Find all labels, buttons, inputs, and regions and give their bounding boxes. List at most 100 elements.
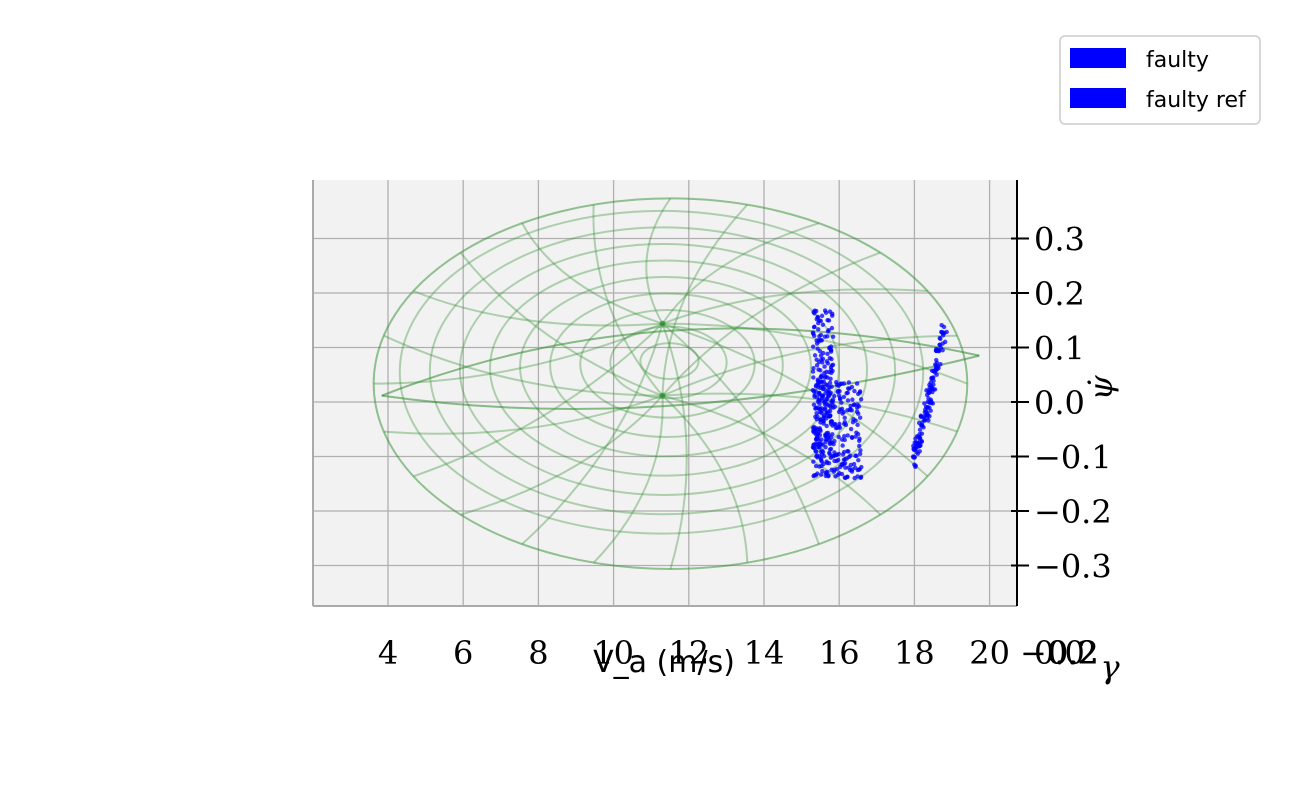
data-point [841, 394, 847, 400]
data-point [841, 381, 847, 386]
data-point [825, 351, 830, 357]
data-point [825, 361, 831, 366]
data-point [841, 409, 846, 415]
data-point [827, 450, 832, 456]
z-tick-label: −0.3 [1034, 548, 1112, 586]
data-point [855, 422, 860, 428]
data-point [814, 453, 820, 458]
data-point [829, 325, 835, 331]
data-point [820, 322, 826, 327]
data-point [839, 471, 845, 477]
data-point [917, 427, 923, 432]
data-point [811, 402, 817, 407]
x-tick-label: 16 [819, 634, 860, 672]
data-point [852, 388, 857, 394]
data-point [834, 466, 840, 472]
data-point [820, 360, 825, 365]
data-point [858, 451, 863, 457]
data-point [815, 378, 821, 384]
data-point [934, 357, 939, 363]
data-point [839, 437, 845, 442]
envelope-ring [428, 226, 897, 516]
envelope-meridian [662, 392, 958, 433]
data-point [937, 342, 942, 347]
envelope-ring [398, 209, 925, 535]
z-tick-label: −0.1 [1034, 439, 1112, 477]
data-point [811, 375, 816, 380]
data-point [850, 419, 856, 425]
grid-lines [313, 180, 1017, 606]
data-point [922, 401, 927, 406]
data-point [817, 349, 823, 354]
z-tick-label: 0.0 [1034, 384, 1085, 422]
data-point [917, 449, 922, 454]
data-point [846, 449, 851, 454]
data-point [842, 419, 848, 425]
z-tick-label: 0.1 [1034, 330, 1085, 368]
data-point [816, 359, 822, 365]
data-point [824, 369, 829, 375]
data-point [930, 401, 936, 406]
data-point [813, 436, 819, 442]
data-point [827, 447, 833, 452]
data-point [857, 436, 862, 441]
data-point [813, 473, 819, 478]
envelope-meridian [661, 203, 749, 396]
data-point [819, 452, 825, 457]
data-point [812, 445, 817, 451]
data-point [913, 436, 918, 441]
data-point [824, 460, 830, 466]
data-point [911, 447, 917, 452]
y-tick-label: 0.2 [1048, 634, 1099, 672]
data-point [824, 402, 829, 407]
envelope-meridian [459, 252, 663, 397]
z-axis-title: ψ̇ [1082, 375, 1120, 401]
data-point [858, 397, 864, 402]
envelope-meridian [661, 323, 688, 570]
data-point [913, 463, 918, 468]
envelope-wireframe [372, 197, 980, 570]
data-point [922, 418, 927, 423]
data-point [837, 421, 842, 427]
envelope-meridian [413, 322, 664, 478]
data-point [813, 463, 819, 469]
data-point [850, 397, 855, 402]
data-point [827, 309, 833, 314]
data-point [810, 369, 816, 374]
data-point [817, 334, 822, 339]
data-point [831, 469, 837, 474]
plot-pane [313, 180, 1017, 606]
x-axis-title: V_a (m/s) [593, 645, 735, 680]
x-tick-label: 18 [894, 634, 935, 672]
data-point [852, 475, 857, 481]
data-point [931, 382, 936, 387]
data-point [842, 433, 847, 439]
z-tick-label: 0.2 [1034, 275, 1085, 313]
data-point [820, 448, 825, 454]
data-point [825, 334, 830, 339]
data-point [824, 423, 829, 429]
data-point [827, 413, 833, 419]
x-ticks: 4 6 8 10 12 14 16 18 20 [378, 634, 1010, 672]
data-point [839, 462, 845, 468]
data-point [816, 320, 821, 326]
data-point [830, 313, 835, 318]
data-points [810, 308, 949, 481]
data-point [814, 338, 819, 343]
data-point [836, 393, 842, 398]
envelope-meridian [662, 322, 968, 385]
data-point [814, 442, 820, 447]
data-point [934, 372, 939, 377]
data-point [825, 393, 831, 399]
data-point [926, 396, 931, 401]
data-point [843, 475, 848, 481]
data-point [841, 457, 847, 463]
data-point [819, 437, 824, 442]
data-point [828, 435, 834, 440]
data-point [914, 440, 919, 445]
data-point [918, 423, 924, 428]
data-point [836, 434, 841, 440]
data-point [845, 433, 850, 438]
data-point [814, 308, 819, 314]
data-point [833, 474, 838, 479]
